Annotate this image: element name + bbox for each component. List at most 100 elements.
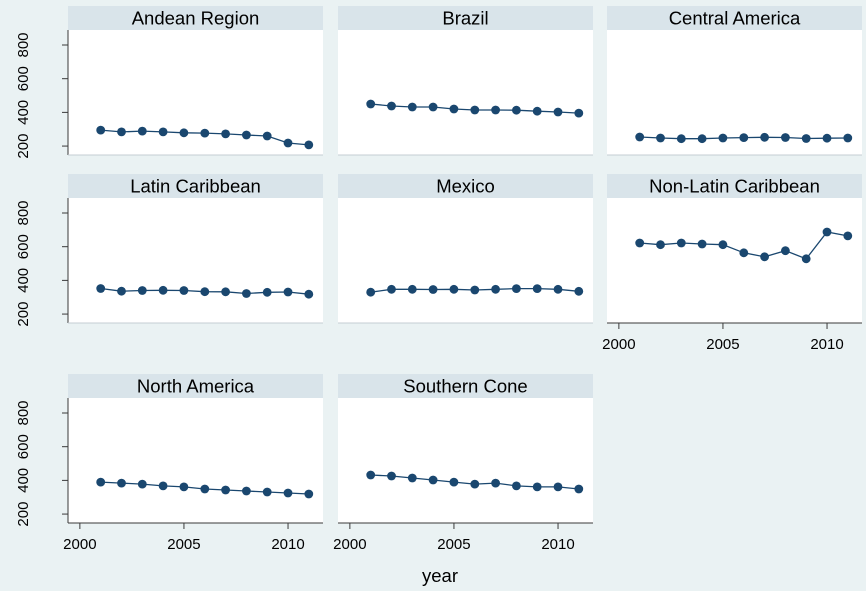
data-point [428, 475, 438, 485]
data-point [656, 240, 665, 250]
data-point [158, 481, 168, 491]
y-tick-label: 800 [15, 200, 32, 225]
panel-title: Central America [669, 8, 801, 29]
panel: Latin Caribbean 200 400 600 800 [15, 174, 323, 327]
data-point [200, 287, 210, 297]
data-point [574, 484, 584, 494]
data-point [512, 481, 521, 491]
data-point [137, 126, 147, 136]
data-point [718, 240, 728, 250]
data-point [366, 470, 376, 480]
x-tick-label: 2010 [810, 336, 843, 353]
panel-header [607, 174, 862, 198]
data-point [491, 105, 500, 115]
data-point [781, 133, 790, 142]
data-point [407, 284, 417, 294]
panel-title: Latin Caribbean [130, 176, 261, 197]
data-point [532, 106, 542, 116]
data-point [428, 285, 438, 294]
data-point [553, 284, 563, 294]
y-tick-label: 600 [15, 434, 32, 459]
plot-area [338, 398, 593, 523]
y-tick-label: 400 [15, 468, 32, 493]
data-point [304, 489, 314, 499]
data-point [635, 238, 645, 248]
data-point [781, 246, 790, 256]
data-point [304, 140, 314, 150]
panel: Central America [607, 6, 862, 156]
x-tick-label: 2000 [602, 336, 635, 353]
data-point [553, 482, 563, 492]
data-point [676, 134, 686, 144]
x-tick-label: 2000 [63, 536, 96, 553]
panel-header [338, 174, 593, 198]
panel: Non-Latin Caribbean 2000 2005 2010 [602, 174, 862, 353]
panel-title: North America [137, 376, 255, 397]
data-point [428, 102, 438, 112]
data-point [96, 284, 106, 293]
plot-area [338, 30, 593, 155]
data-point [200, 484, 210, 494]
plot-area [68, 198, 323, 323]
data-point [366, 287, 376, 297]
data-point [822, 227, 832, 237]
y-tick-label: 600 [15, 234, 32, 259]
panel: Southern Cone 2000 2005 2010 [333, 374, 593, 553]
data-point [470, 479, 480, 489]
data-point [843, 231, 853, 241]
data-point [304, 289, 314, 299]
data-point [512, 284, 521, 293]
data-point [449, 104, 459, 114]
data-point [718, 133, 728, 143]
data-point [491, 284, 500, 294]
data-point [676, 238, 686, 248]
y-tick-label: 200 [15, 502, 32, 527]
plot-area [338, 198, 593, 323]
panel-header [68, 6, 323, 30]
data-point [387, 471, 396, 481]
plot-area [607, 198, 862, 323]
data-point [283, 138, 293, 148]
data-point [96, 125, 106, 135]
data-point [262, 287, 272, 297]
data-point [179, 128, 189, 138]
x-tick-label: 2010 [541, 536, 574, 553]
data-point [221, 129, 231, 139]
data-point [242, 289, 251, 298]
y-tick-label: 200 [15, 302, 32, 327]
data-point [283, 287, 293, 297]
data-point [158, 127, 168, 137]
data-point [262, 131, 272, 141]
y-tick-label: 600 [15, 66, 32, 91]
data-point [117, 286, 126, 296]
data-point [491, 478, 500, 488]
panel-grid: Andean Region 200 400 600 800 Brazil Central A… [15, 6, 862, 553]
x-tick-label: 2005 [167, 536, 200, 553]
panel-header [68, 374, 323, 398]
data-point [574, 108, 584, 118]
plot-area [607, 30, 862, 155]
data-point [574, 286, 584, 296]
data-point [262, 487, 272, 497]
plot-area [68, 398, 323, 523]
x-axis-title: year [422, 565, 458, 586]
data-point [137, 286, 147, 295]
panel-title: Brazil [442, 8, 488, 29]
x-tick-label: 2000 [333, 536, 366, 553]
y-tick-label: 200 [15, 134, 32, 159]
panel-title: Andean Region [132, 8, 260, 29]
data-point [179, 286, 189, 295]
y-tick-label: 800 [15, 400, 32, 425]
data-point [843, 133, 853, 143]
panel-title: Southern Cone [403, 376, 527, 397]
data-point [739, 248, 749, 258]
data-point [739, 133, 749, 143]
data-point [407, 102, 417, 112]
data-point [512, 105, 521, 115]
data-point [366, 99, 376, 109]
data-point [449, 284, 459, 294]
panel: North America 200 400 600 800 2000 2005 2010 [15, 374, 323, 553]
panel-title: Non-Latin Caribbean [649, 176, 820, 197]
panel: Brazil [338, 6, 593, 156]
